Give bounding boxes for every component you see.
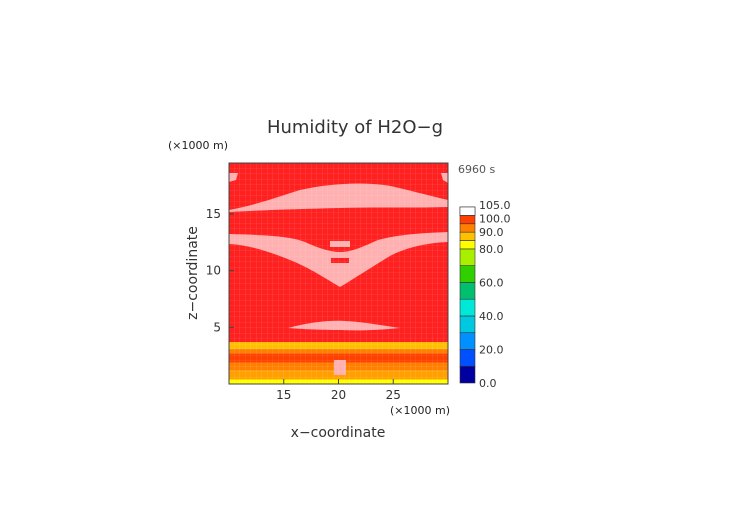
colorbar-segment bbox=[459, 282, 476, 300]
heatmap-plot-area bbox=[229, 163, 448, 384]
colorbar-segment bbox=[459, 215, 476, 225]
colorbar-tick-label: 105.0 bbox=[479, 199, 511, 212]
colorbar-tick-label: 0.0 bbox=[479, 377, 497, 390]
z-unit-label: (×1000 m) bbox=[168, 139, 228, 152]
x-tick-group: 15 20 25 bbox=[276, 379, 401, 402]
x-tick-label: 25 bbox=[386, 388, 401, 402]
colorbar-tick-label: 80.0 bbox=[479, 243, 504, 256]
colorbar-tick-label: 90.0 bbox=[479, 226, 504, 239]
x-axis-label: x−coordinate bbox=[291, 425, 386, 441]
colorbar-segment bbox=[459, 365, 476, 384]
colorbar-cap bbox=[459, 206, 476, 216]
colorbar-tick-label: 40.0 bbox=[479, 310, 504, 323]
colorbar-segment bbox=[459, 315, 476, 334]
colorbar-segment bbox=[459, 223, 476, 233]
colorbar-segment bbox=[459, 231, 476, 241]
colorbar-segment bbox=[459, 248, 476, 266]
colorbar-segment bbox=[459, 332, 476, 350]
time-label: 6960 s bbox=[458, 163, 495, 176]
x-unit-label: (×1000 m) bbox=[390, 404, 450, 417]
y-axis-label: z−coordinate bbox=[185, 226, 201, 320]
colorbar-tick-label: 60.0 bbox=[479, 276, 504, 289]
x-tick-label: 20 bbox=[331, 388, 346, 402]
y-tick-label: 10 bbox=[206, 264, 221, 278]
grid-overlay bbox=[229, 163, 448, 384]
colorbar-tick-label: 100.0 bbox=[479, 212, 511, 225]
colorbar-segment bbox=[459, 298, 476, 317]
colorbar-segment bbox=[459, 240, 476, 250]
chart-title: Humidity of H2O−g bbox=[267, 117, 443, 138]
y-tick-label: 15 bbox=[206, 207, 221, 221]
y-tick-group: 5 10 15 bbox=[206, 207, 234, 334]
y-tick-label: 5 bbox=[213, 320, 221, 334]
colorbar-segment bbox=[459, 349, 476, 367]
colorbar-tick-label: 20.0 bbox=[479, 343, 504, 356]
colorbar-segment bbox=[459, 265, 476, 283]
x-tick-label: 15 bbox=[276, 388, 291, 402]
